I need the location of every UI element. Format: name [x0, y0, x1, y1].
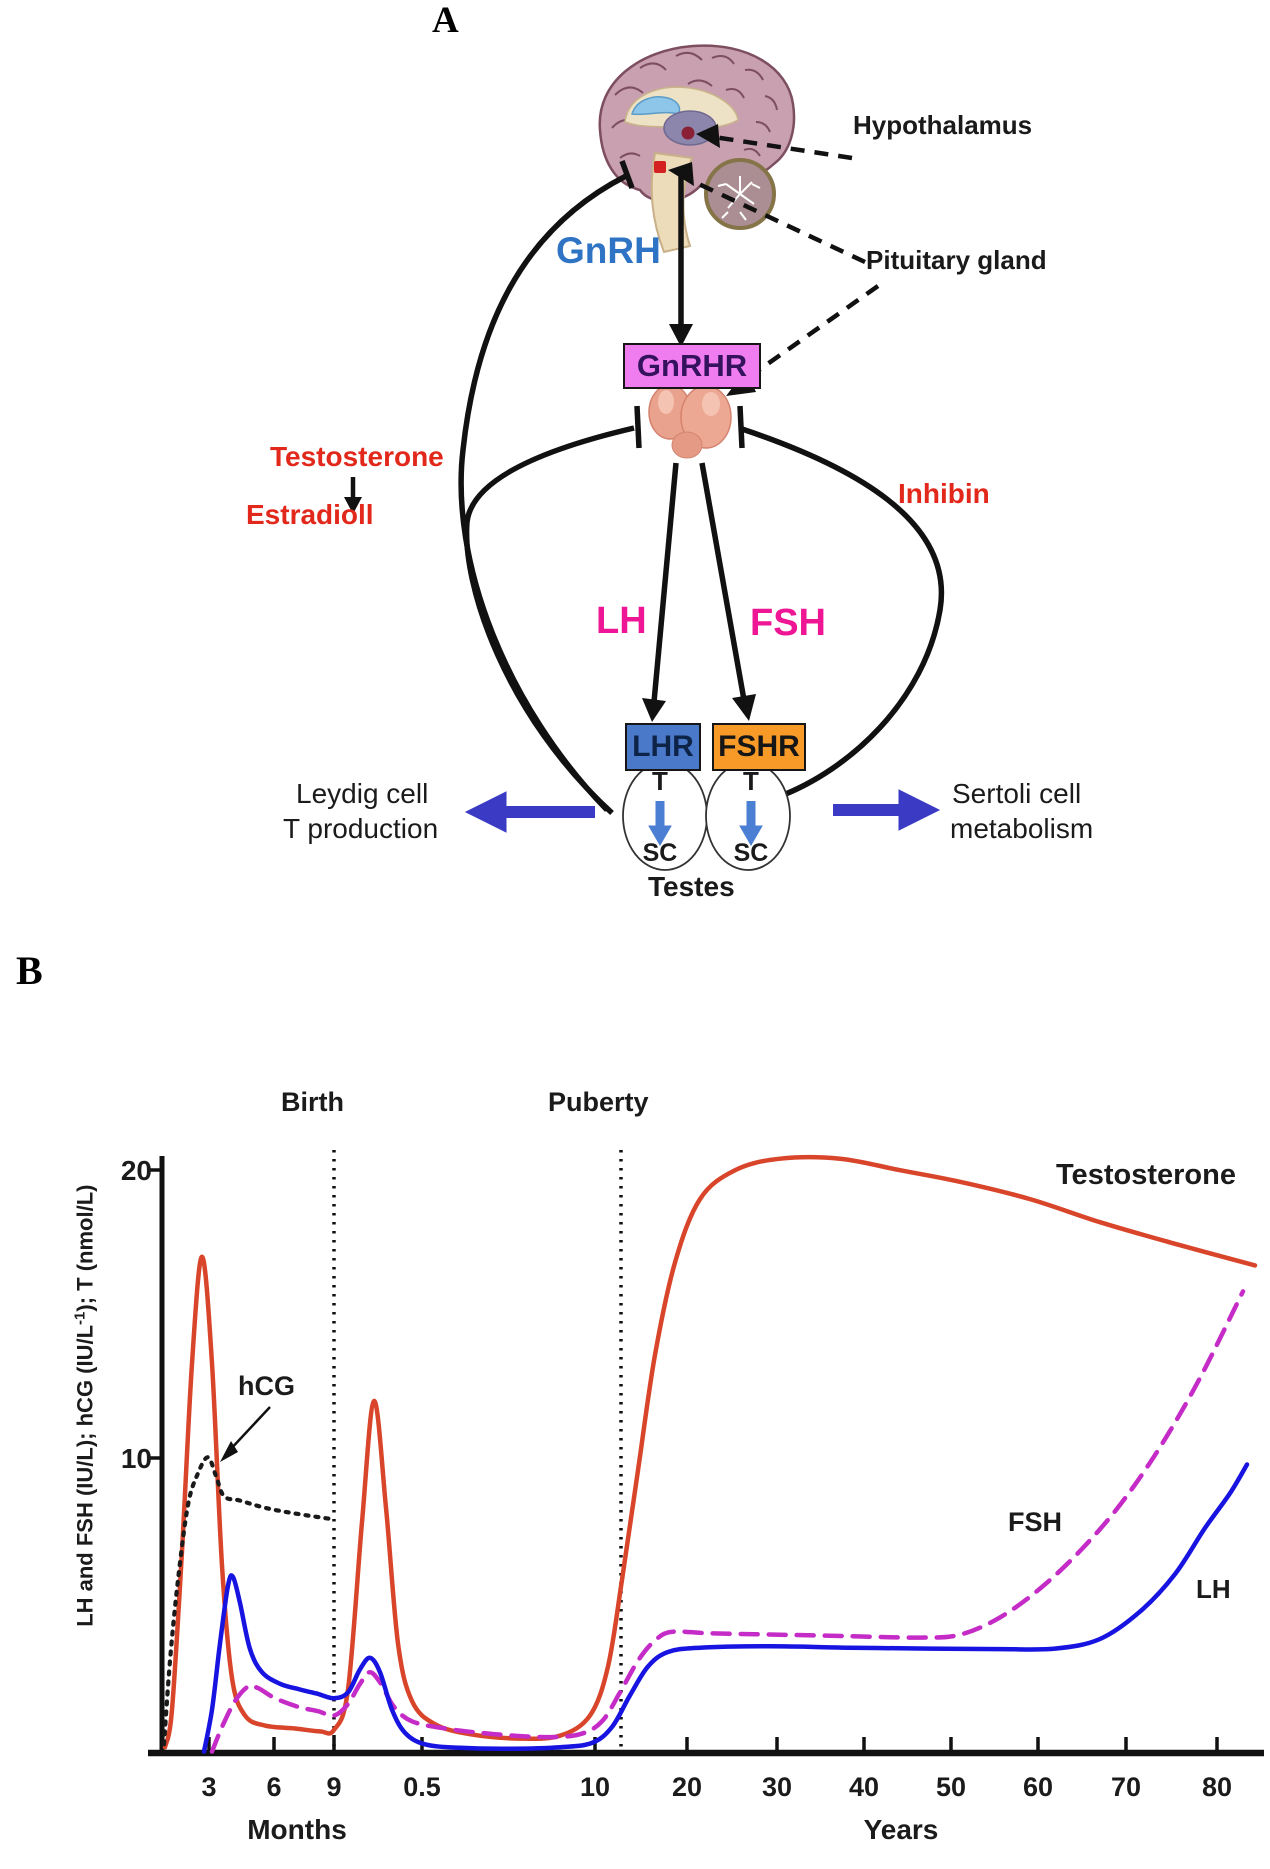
lhr-label: LHR [632, 730, 694, 763]
pituitary-left-inhibition-cap [634, 405, 642, 449]
sertoli-arrow-head [898, 789, 941, 831]
testis-right-t: T [743, 766, 759, 796]
fshr-box: FSHR [712, 723, 806, 771]
testis-left-sc: SC [642, 839, 678, 867]
x-tick-label: 70 [1110, 1772, 1142, 1802]
pituitary-gland-label: Pituitary gland [866, 245, 1047, 275]
inhibin-label: Inhibin [898, 478, 990, 509]
lh-curve [201, 1462, 1250, 1754]
gnrhr-box: GnRHR [623, 343, 761, 389]
leydig-label-line1: Leydig cell [296, 778, 429, 809]
panel-a-letter: A [432, 0, 459, 41]
feedback-loops [458, 160, 945, 816]
x-tick-label: 9 [326, 1772, 342, 1802]
fsh-curve [209, 1289, 1246, 1754]
brain-illustration [598, 44, 796, 254]
y-tick-label: 10 [120, 1443, 152, 1474]
pituitary-right-inhibition-cap [737, 405, 745, 449]
chart-canvas [148, 1150, 1264, 1757]
y-axis-title-superscript: -1 [71, 1311, 89, 1325]
x-tick-label: 6 [266, 1772, 282, 1802]
lh-curve-label: LH [1196, 1574, 1231, 1604]
x-tick-label: 0.5 [403, 1772, 441, 1802]
leydig-label-line2: T production [283, 813, 439, 844]
testis-left-t: T [652, 766, 668, 796]
panel-b-letter: B [16, 948, 43, 993]
testes-label: Testes [648, 871, 735, 902]
pituitary-gland-shape [648, 384, 732, 459]
hypothalamus-pointer-arrow [696, 124, 853, 161]
fsh-arrow [699, 462, 756, 721]
lhr-box: LHR [625, 723, 701, 771]
lh-label: LH [596, 600, 647, 642]
y-tick-label: 20 [120, 1155, 152, 1186]
y-axis-title-part2: ); T (nmol/L) [72, 1184, 98, 1312]
birth-annotation: Birth [281, 1087, 344, 1117]
hypothalamus-dot [681, 126, 695, 140]
testosterone-pituitary-curve [463, 425, 635, 816]
year-region-label: Years [863, 1814, 939, 1845]
output-arrows [464, 789, 941, 833]
fsh-label: FSH [750, 602, 826, 644]
x-tick-label: 3 [201, 1772, 217, 1802]
sertoli-label-line1: Sertoli cell [952, 778, 1082, 809]
estradiol-label: Estradioll [246, 499, 374, 530]
hcg-pointer-arrow [220, 1406, 271, 1462]
hcg-curve-label: hCG [238, 1371, 295, 1401]
y-axis-title: LH and FSH (IU/L); hCG (IU/L-1); T (nmol… [71, 1146, 98, 1666]
y-axis-title-part1: LH and FSH (IU/L); hCG (IU/L [72, 1324, 98, 1627]
x-tick-label: 30 [761, 1772, 793, 1802]
fshr-label: FSHR [718, 730, 800, 763]
hcg-curve [161, 1455, 336, 1747]
testosterone-estradiol-arrow [344, 477, 362, 514]
leydig-arrow-head [464, 791, 507, 833]
testosterone-feedback-curve [458, 173, 628, 812]
puberty-annotation: Puberty [548, 1087, 649, 1117]
testis-right-sc: SC [733, 839, 769, 867]
x-tick-label: 20 [671, 1772, 703, 1802]
x-tick-label: 60 [1022, 1772, 1054, 1802]
ventricle-shape [631, 96, 681, 116]
t-to-sc-arrows [648, 801, 763, 846]
gnrh-arrow [669, 170, 693, 347]
inhibin-feedback-curve [741, 426, 945, 800]
x-tick-label: 80 [1201, 1772, 1233, 1802]
lh-arrow [642, 462, 679, 722]
testosterone-label: Testosterone [270, 441, 444, 472]
gnrh-label: GnRH [556, 230, 661, 271]
pituitary-dot [654, 161, 666, 173]
gnrhr-label: GnRHR [636, 348, 748, 383]
hypothalamus-inhibition-cap [619, 160, 635, 189]
hypothalamus-label: Hypothalamus [853, 110, 1033, 140]
testosterone-curve-label: Testosterone [1056, 1159, 1236, 1191]
month-region-label: Months [247, 1814, 347, 1845]
testosterone-curve [162, 1155, 1258, 1750]
fsh-curve-label: FSH [1008, 1507, 1062, 1537]
x-tick-label: 40 [848, 1772, 880, 1802]
x-tick-label: 50 [935, 1772, 967, 1802]
sertoli-label-line2: metabolism [950, 813, 1094, 844]
x-tick-label: 10 [579, 1772, 611, 1802]
